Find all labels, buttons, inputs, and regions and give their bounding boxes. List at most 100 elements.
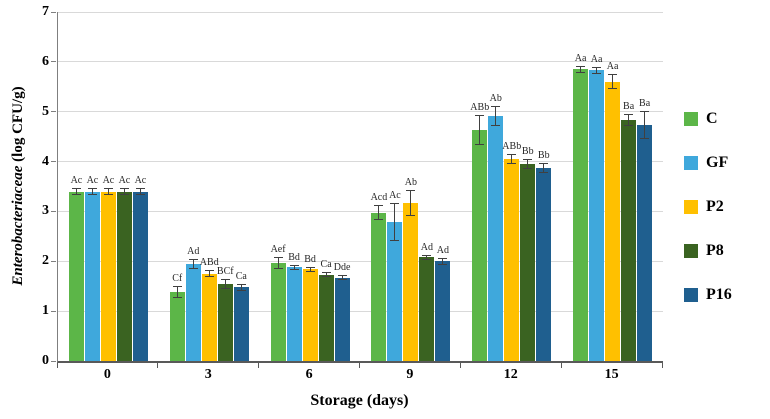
bar-slot-P8-day-0: Ac [116,12,132,361]
bar-P8-day-15 [621,120,637,361]
bar-slot-C-day-15: Aa [573,12,589,361]
bar-slot-P16-day-6: Dde [334,12,350,361]
bar-slot-P16-day-3: Ca [233,12,249,361]
bar-label-C-day-0: Ac [70,175,83,186]
legend-item-P8: P8 [684,242,732,260]
x-axis-title: Storage (days) [310,392,409,409]
bar-label-P8-day-12: Bb [521,146,534,158]
y-tick-label-3: 3 [42,203,49,219]
error-bar-P2-day-15 [608,74,618,90]
bar-P16-day-9 [435,261,451,361]
error-bar-P8-day-9 [422,254,432,260]
bar-slot-C-day-6: Aef [270,12,286,361]
bar-slot-GF-day-3: Ad [185,12,201,361]
gridline-y-4 [58,161,663,163]
bar-P2-day-0 [100,191,116,361]
bar-label-GF-day-6: Bd [288,251,300,263]
x-tick-mark [56,363,58,368]
bar-group-day-15: Aa Aa Aa Ba Ba [573,12,653,361]
bar-P16-day-6 [334,277,350,361]
bar-label-P8-day-6: Ca [320,259,332,271]
bar-C-day-9 [371,212,387,361]
bar-label-C-day-12: ABb [470,102,490,114]
error-bar-P8-day-6 [321,272,331,278]
y-tick-mark [51,360,56,362]
bar-group-day-0: Ac Ac Ac Ac Ac [68,12,148,361]
y-tick-mark [51,310,56,312]
bar-slot-P8-day-3: BCf [217,12,234,361]
x-tick-mark [258,363,260,368]
bar-group-day-9: Acd Ac Ab Ad Ad [370,12,451,361]
bar-slot-C-day-3: Cf [169,12,185,361]
bar-slot-P2-day-6: Bd [302,12,318,361]
bar-label-P16-day-0: Ac [134,175,147,186]
bar-P8-day-9 [419,257,435,361]
bar-label-C-day-15: Aa [574,52,587,64]
y-tick-label-4: 4 [42,153,49,169]
bar-label-P2-day-12: ABb [502,141,522,153]
gridline-y-7 [58,11,663,13]
x-tick-mark [560,363,562,368]
bar-slot-P16-day-12: Bb [536,12,552,361]
bar-label-GF-day-9: Ac [389,190,401,202]
bar-C-day-15 [573,69,589,361]
legend-label-P16: P16 [706,286,732,303]
y-tick-mark [51,260,56,262]
y-tick-mark [51,111,56,113]
legend-swatch-C [684,112,698,126]
bar-label-P16-day-3: Ca [235,270,247,282]
error-bar-GF-day-6 [289,264,299,270]
legend-label-GF: GF [706,154,729,171]
y-axis-title-italic: Enterobacteriaceae [10,165,26,286]
bar-C-day-0 [68,191,84,361]
bar-slot-GF-day-0: Ac [84,12,100,361]
y-tick-mark [51,11,56,13]
legend-item-GF: GF [684,154,732,172]
error-bar-P16-day-12 [539,162,549,173]
error-bar-P2-day-3 [204,270,214,278]
y-tick-label-5: 5 [42,103,49,119]
bar-label-P2-day-15: Aa [606,61,619,73]
bar-C-day-6 [270,262,286,361]
bar-label-P16-day-9: Ad [436,244,450,256]
bar-P8-day-6 [318,274,334,361]
bar-slot-P2-day-0: Ac [100,12,116,361]
bar-GF-day-3 [185,263,201,361]
legend-label-P8: P8 [706,242,724,259]
error-bar-C-day-6 [273,256,283,269]
error-bar-P2-day-6 [305,266,315,272]
bar-C-day-12 [472,130,488,361]
bar-label-P2-day-9: Ab [404,176,418,188]
legend: C GF P2 P8 P16 [684,110,732,330]
bar-slot-GF-day-6: Bd [286,12,302,361]
bar-slot-C-day-0: Ac [68,12,84,361]
y-tick-mark [51,210,56,212]
bar-slot-GF-day-9: Ac [387,12,403,361]
x-tick-label-0: 0 [103,367,111,382]
error-bar-GF-day-15 [592,66,602,74]
legend-swatch-P8 [684,244,698,258]
bar-slot-P2-day-12: ABb [502,12,522,361]
bar-P2-day-15 [605,81,621,361]
bar-P16-day-15 [637,125,653,361]
error-bar-P16-day-6 [337,275,347,281]
bar-label-C-day-9: Acd [370,192,388,204]
error-bar-P2-day-9 [406,189,416,217]
error-bar-C-day-12 [475,115,485,146]
error-bar-P16-day-3 [236,283,246,291]
bar-slot-P16-day-15: Ba [637,12,653,361]
bar-P16-day-3 [233,287,249,361]
bar-slot-P8-day-6: Ca [318,12,334,361]
bar-label-P8-day-0: Ac [118,175,131,186]
x-tick-mark [157,363,159,368]
bar-P8-day-3 [217,283,233,361]
legend-label-P2: P2 [706,198,724,215]
x-tick-label-15: 15 [604,367,619,382]
bar-GF-day-15 [589,70,605,361]
error-bar-GF-day-9 [390,203,400,242]
bar-label-P16-day-12: Bb [537,149,550,161]
bar-GF-day-6 [286,267,302,361]
error-bar-C-day-0 [71,188,81,195]
bar-slot-P2-day-3: ABd [200,12,219,361]
bar-GF-day-9 [387,222,403,361]
